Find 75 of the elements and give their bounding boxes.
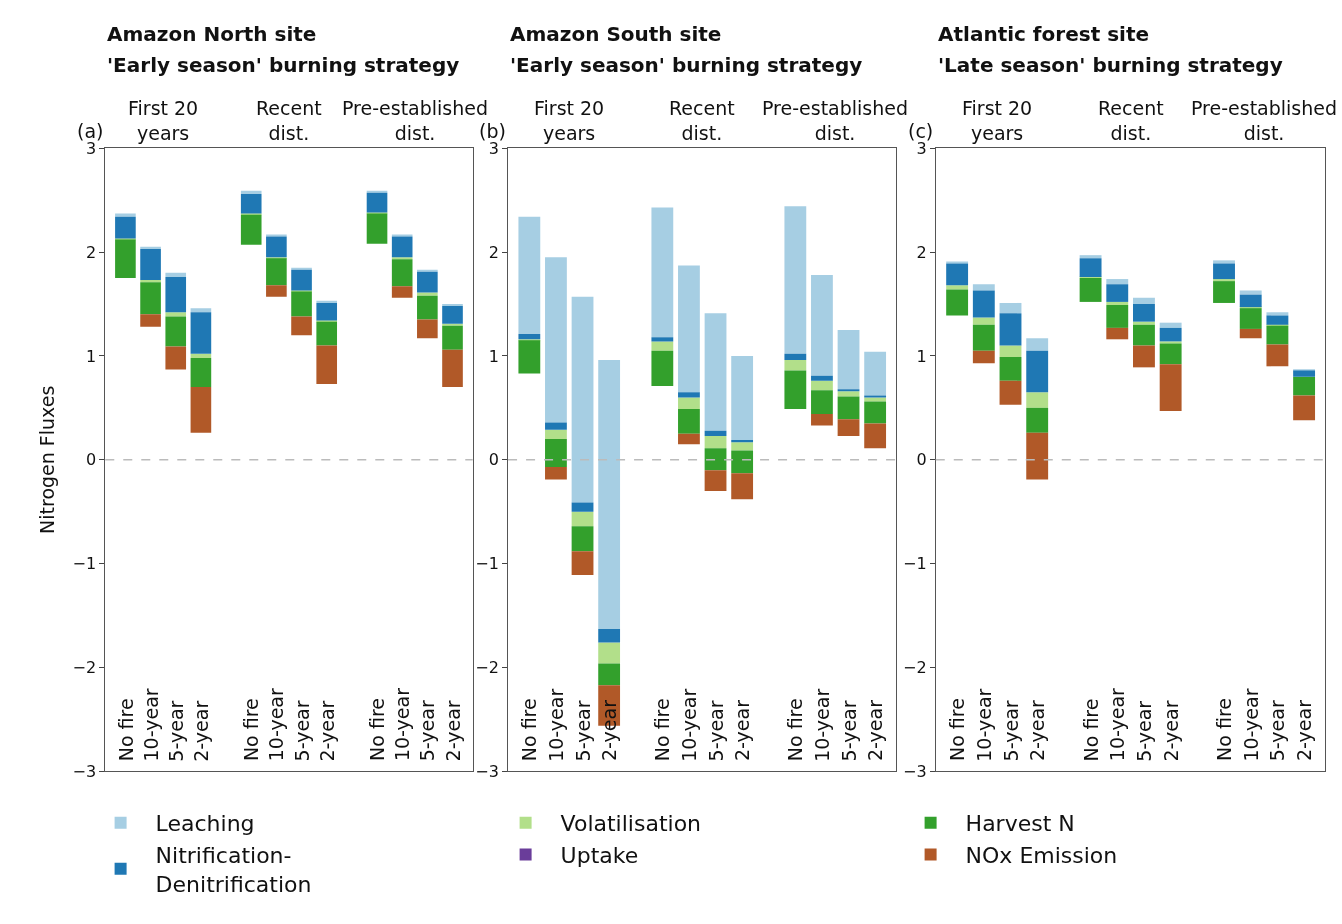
x-tick-label: 5-year [164,700,187,762]
x-tick-label: 2-year [598,699,621,762]
x-tick-label: 2-year [441,700,464,762]
y-tick-label: −1 [72,554,97,574]
x-tick-label: 10-year [972,688,995,762]
x-tick-label: 2-year [189,700,212,762]
text: Recent dist. [1098,97,1164,144]
x-tick-label: 5-year [704,700,727,762]
x-tick-label: No fire [366,697,389,761]
x-tick-label: 10-year [1106,687,1129,762]
x-tick-label: No fire [240,698,263,762]
x-tick-label: 10-year [391,687,414,762]
text: First 20 years [128,97,199,144]
x-tick-label: 10-year [811,688,834,762]
x-tick-label: 5-year [837,700,860,762]
x-tick-label: 2-year [315,700,338,762]
x-tick-label: 5-year [999,700,1022,762]
y-tick-label: −3 [902,762,927,781]
x-tick-label: 10-year [265,688,288,762]
y-tick-label: −1 [475,554,499,574]
x-tick-label: 2-year [731,699,754,762]
y-tick-label: 1 [85,346,97,366]
x-tick-label: 2-year [1159,700,1182,762]
x-tick-label: 10-year [545,688,568,762]
x-tick-label: No fire [114,698,137,762]
x-tick-label: 5-year [1266,700,1289,762]
x-tick-label: No fire [651,698,674,762]
text: Recent dist. [256,97,322,144]
legend-label: Harvest N [965,811,1075,837]
chart-subtitle: 'Early season' burning strategy [510,53,863,77]
y-tick-label: 1 [916,346,927,366]
y-tick-label: −2 [475,658,499,678]
x-tick-label: 10-year [1239,688,1262,762]
chart-title: Amazon North site [107,22,317,46]
legend-label: Uptake [560,842,639,868]
chart-title: Atlantic forest site [938,22,1150,46]
y-tick-label: 0 [488,450,499,470]
legend-label: Leaching [155,811,255,837]
x-tick-label: 2-year [1026,699,1049,762]
y-tick-label: 1 [488,346,499,366]
x-tick-label: No fire [1213,697,1236,761]
y-tick-label: −1 [902,554,927,574]
x-tick-label: 10-year [139,688,162,762]
y-tick-label: −3 [475,762,499,781]
x-tick-label: 10-year [678,688,701,762]
legend-label: Volatilisation [560,811,702,837]
y-tick-label: 2 [85,242,97,262]
y-tick-label: −3 [72,762,97,781]
x-tick-label: 5-year [416,700,439,762]
x-tick-label: 5-year [290,700,313,762]
y-tick-label: 0 [916,450,927,470]
x-tick-label: No fire [518,698,541,762]
legend-label: NOx Emission [965,842,1118,868]
x-tick-label: No fire [1079,698,1102,762]
x-tick-label: 5-year [1133,700,1156,762]
text: Pre-established dist. [1191,97,1338,144]
x-tick-label: 2-year [1293,699,1316,761]
chart-subtitle: 'Late season' burning strategy [938,53,1283,77]
x-tick-label: 2-year [864,699,887,762]
chart-title: Amazon South site [510,22,722,46]
y-axis-title: Nitrogen Fluxes [36,385,59,534]
y-tick-label: 2 [916,242,927,262]
text: First 20 years [534,97,605,144]
x-tick-label: No fire [784,698,807,762]
y-tick-label: 2 [488,242,499,262]
text: Pre-established dist. [762,97,909,144]
x-tick-label: No fire [946,698,969,762]
legend-label: Nitrification- Denitrification [155,842,312,897]
y-tick-label: −2 [902,658,927,678]
text: First 20 years [962,97,1033,144]
y-tick-label: 0 [85,450,97,470]
y-tick-label: −2 [72,658,97,678]
x-tick-label: 5-year [571,700,594,762]
text: Recent dist. [669,97,735,144]
chart-subtitle: 'Early season' burning strategy [107,53,460,77]
